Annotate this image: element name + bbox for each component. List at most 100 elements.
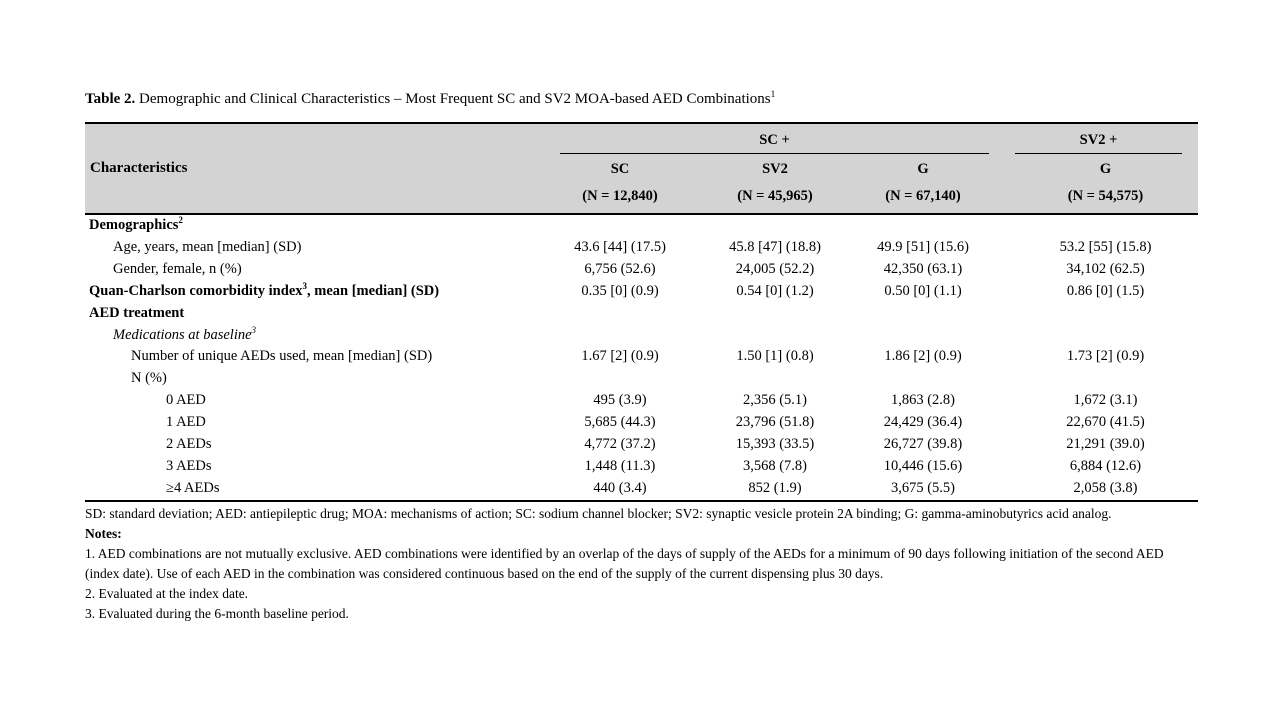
row-gap	[991, 434, 1013, 456]
footnotes: SD: standard deviation; AED: antiepilept…	[85, 504, 1198, 624]
table-title-text: Demographic and Clinical Characteristics…	[139, 91, 771, 107]
row-value	[1013, 325, 1198, 347]
sc-plus-group-label: SC +	[759, 132, 790, 148]
row-label-cell: 2 AEDs	[85, 434, 545, 456]
row-label-text: Number of unique AEDs used, mean [median…	[131, 348, 433, 365]
document-page: Table 2. Demographic and Clinical Charac…	[85, 90, 1198, 624]
row-label-cell: Number of unique AEDs used, mean [median…	[85, 346, 545, 368]
row-label-cell: 1 AED	[85, 412, 545, 434]
row-gap	[991, 280, 1013, 303]
row-label-text: 3 AEDs	[166, 457, 212, 474]
row-value	[545, 368, 695, 390]
column-n-sv2g: (N = 54,575)	[1013, 184, 1198, 215]
table-row: Gender, female, n (%) 6,756 (52.6) 24,00…	[85, 258, 1198, 281]
row-label: Quan-Charlson comorbidity index3, mean […	[89, 280, 439, 298]
sv2-plus-group-label: SV2 +	[1079, 132, 1118, 148]
row-value	[545, 303, 695, 325]
row-label-text: Demographics	[89, 217, 179, 233]
row-label: Medications at baseline3	[113, 325, 256, 342]
row-value: 6,756 (52.6)	[584, 260, 656, 277]
row-label-cell: AED treatment	[85, 303, 545, 325]
row-label: 1 AED	[166, 414, 206, 430]
column-n-g: (N = 67,140)	[855, 184, 991, 215]
column-header-g: G	[855, 154, 991, 184]
row-value	[695, 214, 855, 237]
row-label-cell: 3 AEDs	[85, 456, 545, 478]
row-value	[695, 368, 855, 390]
row-label-cell: Medications at baseline3	[85, 325, 545, 347]
note-3: 3. Evaluated during the 6-month baseline…	[85, 605, 349, 621]
row-value: 5,685 (44.3)	[584, 414, 656, 431]
table-row: 1 AED 5,685 (44.3) 23,796 (51.8) 24,429 …	[85, 412, 1198, 435]
row-value: 440 (3.4)	[593, 479, 647, 496]
table-row: Medications at baseline3	[85, 324, 1198, 347]
table-title-prefix: Table 2.	[85, 91, 136, 107]
row-value: 1,448 (11.3)	[584, 457, 656, 474]
table-row: 3 AEDs 1,448 (11.3) 3,568 (7.8) 10,446 (…	[85, 455, 1198, 478]
row-value: 1.86 [2] (0.9)	[884, 348, 962, 365]
row-label-text: 1 AED	[166, 414, 206, 431]
row-gap	[991, 390, 1013, 413]
row-gap	[991, 412, 1013, 435]
row-value: 43.6 [44] (17.5)	[574, 238, 666, 255]
row-gap	[991, 258, 1013, 281]
row-label-cell: N (%)	[85, 368, 545, 390]
row-label: AED treatment	[89, 305, 184, 321]
table-title: Table 2. Demographic and Clinical Charac…	[85, 90, 1198, 109]
sv2-plus-group-cell: SV2 +	[1013, 123, 1198, 154]
row-value	[855, 325, 991, 347]
row-value: 42,350 (63.1)	[883, 260, 963, 277]
row-label-cell: Quan-Charlson comorbidity index3, mean […	[85, 281, 545, 303]
abbreviations-note: SD: standard deviation; AED: antiepilept…	[85, 505, 1112, 521]
row-gap	[991, 346, 1013, 369]
row-value: 49.9 [51] (15.6)	[877, 238, 969, 255]
row-label-cell: Demographics2	[85, 214, 545, 237]
header-moa-row: SC SV2 G G	[85, 154, 1198, 184]
characteristics-label: Characteristics	[90, 160, 188, 176]
row-value: 1,863 (2.8)	[890, 392, 956, 409]
row-value: 53.2 [55] (15.8)	[1059, 238, 1152, 255]
row-gap	[991, 477, 1013, 501]
row-value: 6,884 (12.6)	[1069, 457, 1142, 474]
row-value	[855, 368, 991, 390]
row-value	[1013, 214, 1198, 237]
row-value	[545, 214, 695, 237]
row-value: 1.50 [1] (0.8)	[736, 348, 814, 365]
table-header: Characteristics SC + SV2 + SC SV2 G G (N…	[85, 123, 1198, 215]
row-value	[545, 325, 695, 347]
row-value: 21,291 (39.0)	[1066, 436, 1145, 453]
column-n-sc: (N = 12,840)	[545, 184, 695, 215]
table-row: Age, years, mean [median] (SD) 43.6 [44]…	[85, 236, 1198, 259]
row-label-cell: Gender, female, n (%)	[85, 259, 545, 281]
row-value: 10,446 (15.6)	[883, 457, 963, 474]
row-value: 22,670 (41.5)	[1066, 414, 1145, 431]
table-row: Demographics2	[85, 214, 1198, 237]
row-value	[695, 325, 855, 347]
row-value	[695, 303, 855, 325]
row-label-text: AED treatment	[89, 304, 185, 321]
row-label-text: ≥4 AEDs	[166, 479, 220, 496]
row-label: Demographics2	[89, 215, 183, 233]
row-label: N (%)	[131, 370, 167, 386]
row-label-text: Gender, female, n (%)	[113, 260, 242, 277]
row-value: 495 (3.9)	[593, 392, 647, 409]
row-label-superscript: 2	[178, 215, 183, 226]
row-value: 24,005 (52.2)	[735, 260, 815, 277]
row-value: 2,356 (5.1)	[742, 392, 808, 409]
row-gap	[991, 214, 1013, 237]
row-value: 0.54 [0] (1.2)	[736, 282, 814, 299]
row-label-text: 0 AED	[166, 392, 206, 409]
row-label: ≥4 AEDs	[166, 480, 219, 496]
row-label-superscript: 3	[302, 280, 308, 291]
row-gap	[991, 455, 1013, 478]
row-value	[1013, 303, 1198, 325]
row-gap	[991, 368, 1013, 391]
row-label: Gender, female, n (%)	[113, 261, 242, 277]
note-1: 1. AED combinations are not mutually exc…	[85, 545, 1164, 581]
row-value	[855, 214, 991, 237]
row-value: 1,672 (3.1)	[1073, 392, 1138, 409]
table-title-superscript: 1	[770, 90, 776, 100]
table-row: N (%)	[85, 368, 1198, 391]
header-column-gap	[991, 123, 1013, 215]
row-label-text: N (%)	[131, 370, 167, 387]
